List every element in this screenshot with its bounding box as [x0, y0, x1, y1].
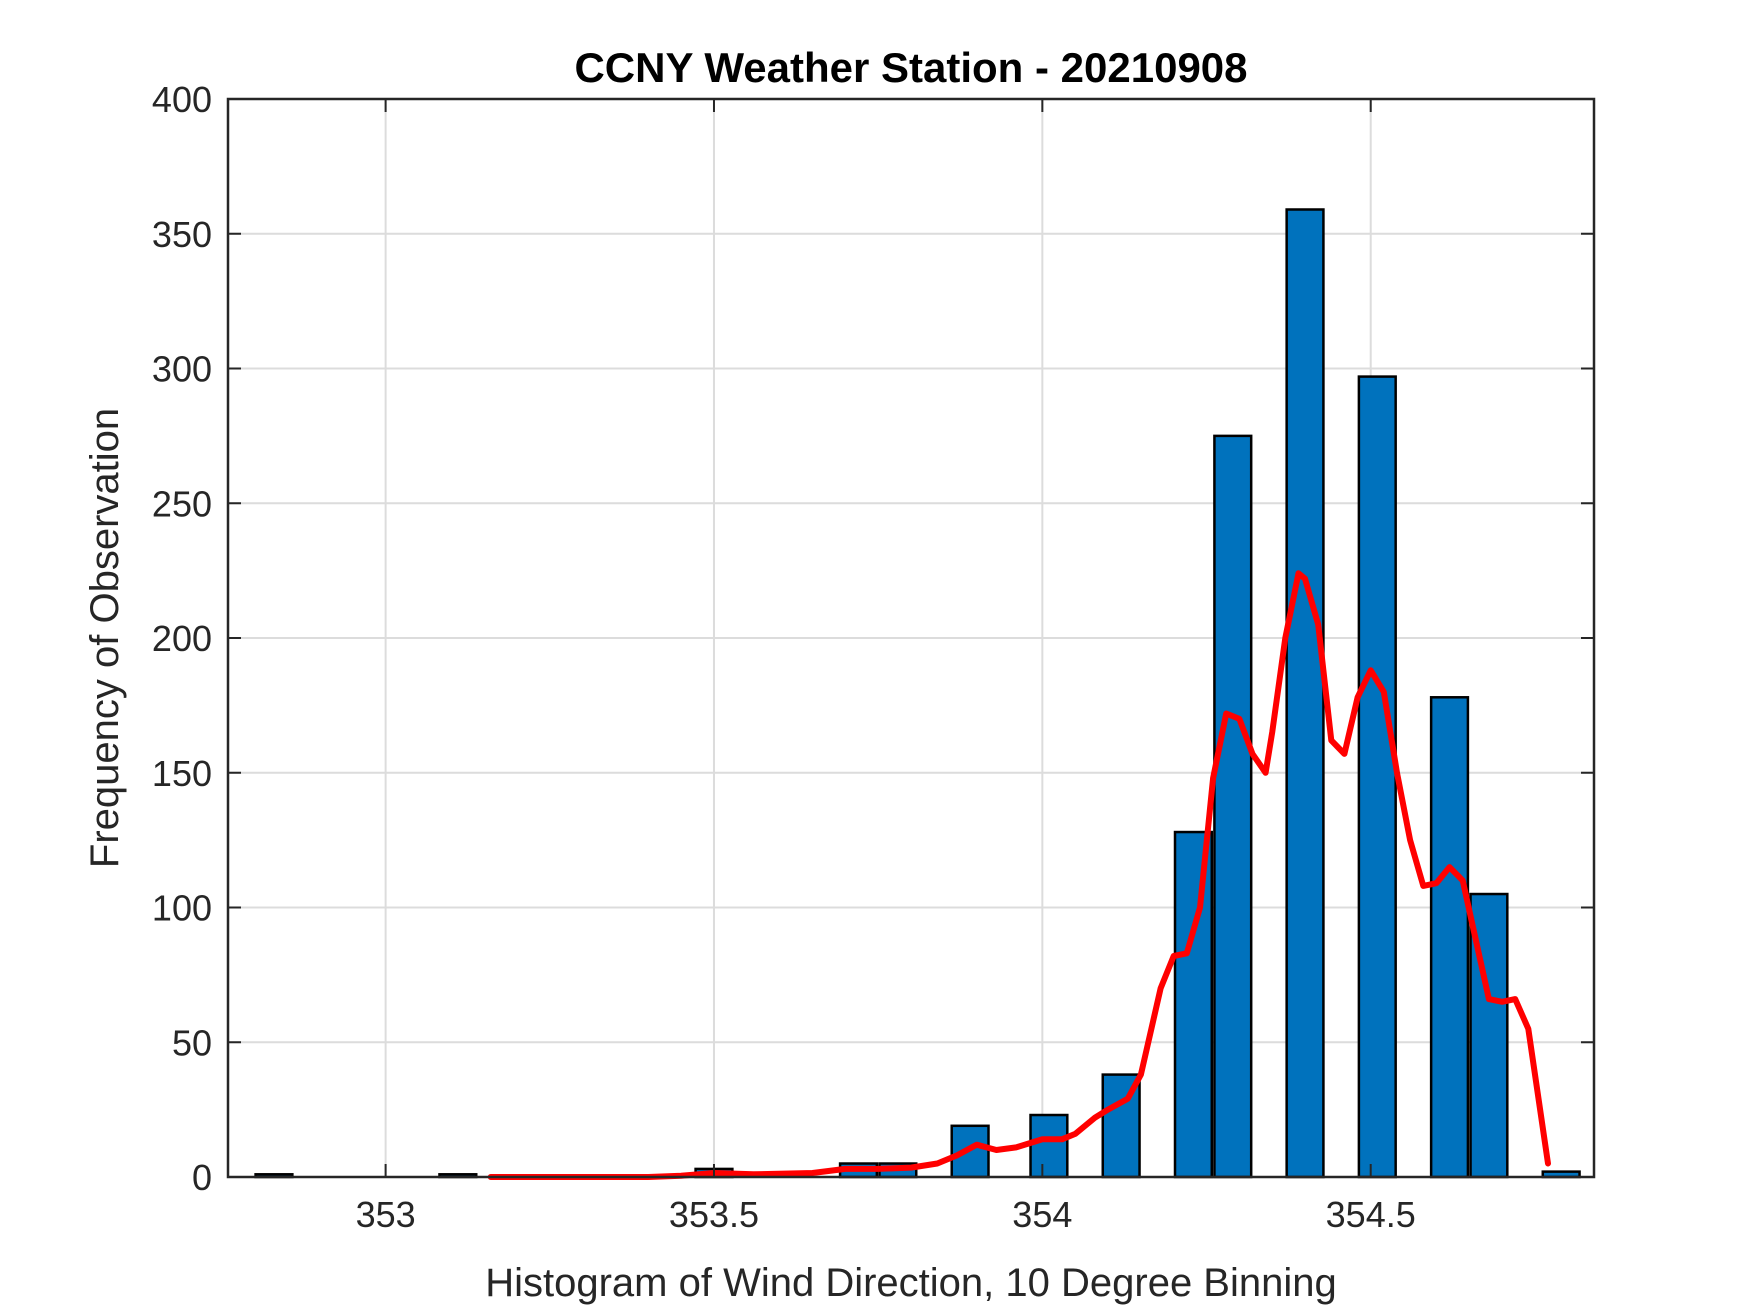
histogram-bar [1173, 830, 1214, 1179]
y-tick-label: 50 [172, 1022, 212, 1063]
axes [226, 97, 1596, 1179]
histogram-bar [1429, 696, 1470, 1179]
y-tick-label: 200 [152, 618, 212, 659]
histogram-bar [1213, 434, 1253, 1179]
density-line [487, 570, 1551, 1180]
y-tick-label: 0 [192, 1157, 212, 1198]
x-axis-label: Histogram of Wind Direction, 10 Degree B… [485, 1261, 1337, 1305]
histogram-bar [1285, 208, 1325, 1179]
x-tick-label: 353 [356, 1194, 416, 1235]
histogram-bar [1029, 1113, 1069, 1179]
y-tick-label: 300 [152, 349, 212, 390]
density-curve [487, 570, 1551, 1180]
x-tick-label: 354 [1012, 1194, 1072, 1235]
chart-title: CCNY Weather Station - 20210908 [574, 44, 1247, 91]
x-tick-label: 354.5 [1326, 1194, 1416, 1235]
y-tick-label: 150 [152, 753, 212, 794]
y-tick-label: 250 [152, 483, 212, 524]
y-tick-label: 100 [152, 888, 212, 929]
tick-labels: 353 353.5 354 354.5 0 50 100 150 200 250 300 350 400 [152, 79, 1416, 1235]
histogram-bar [1357, 375, 1397, 1179]
y-axis-label: Frequency of Observation [83, 408, 127, 868]
x-tick-label: 353.5 [669, 1194, 759, 1235]
y-tick-label: 350 [152, 214, 212, 255]
y-tick-label: 400 [152, 79, 212, 120]
